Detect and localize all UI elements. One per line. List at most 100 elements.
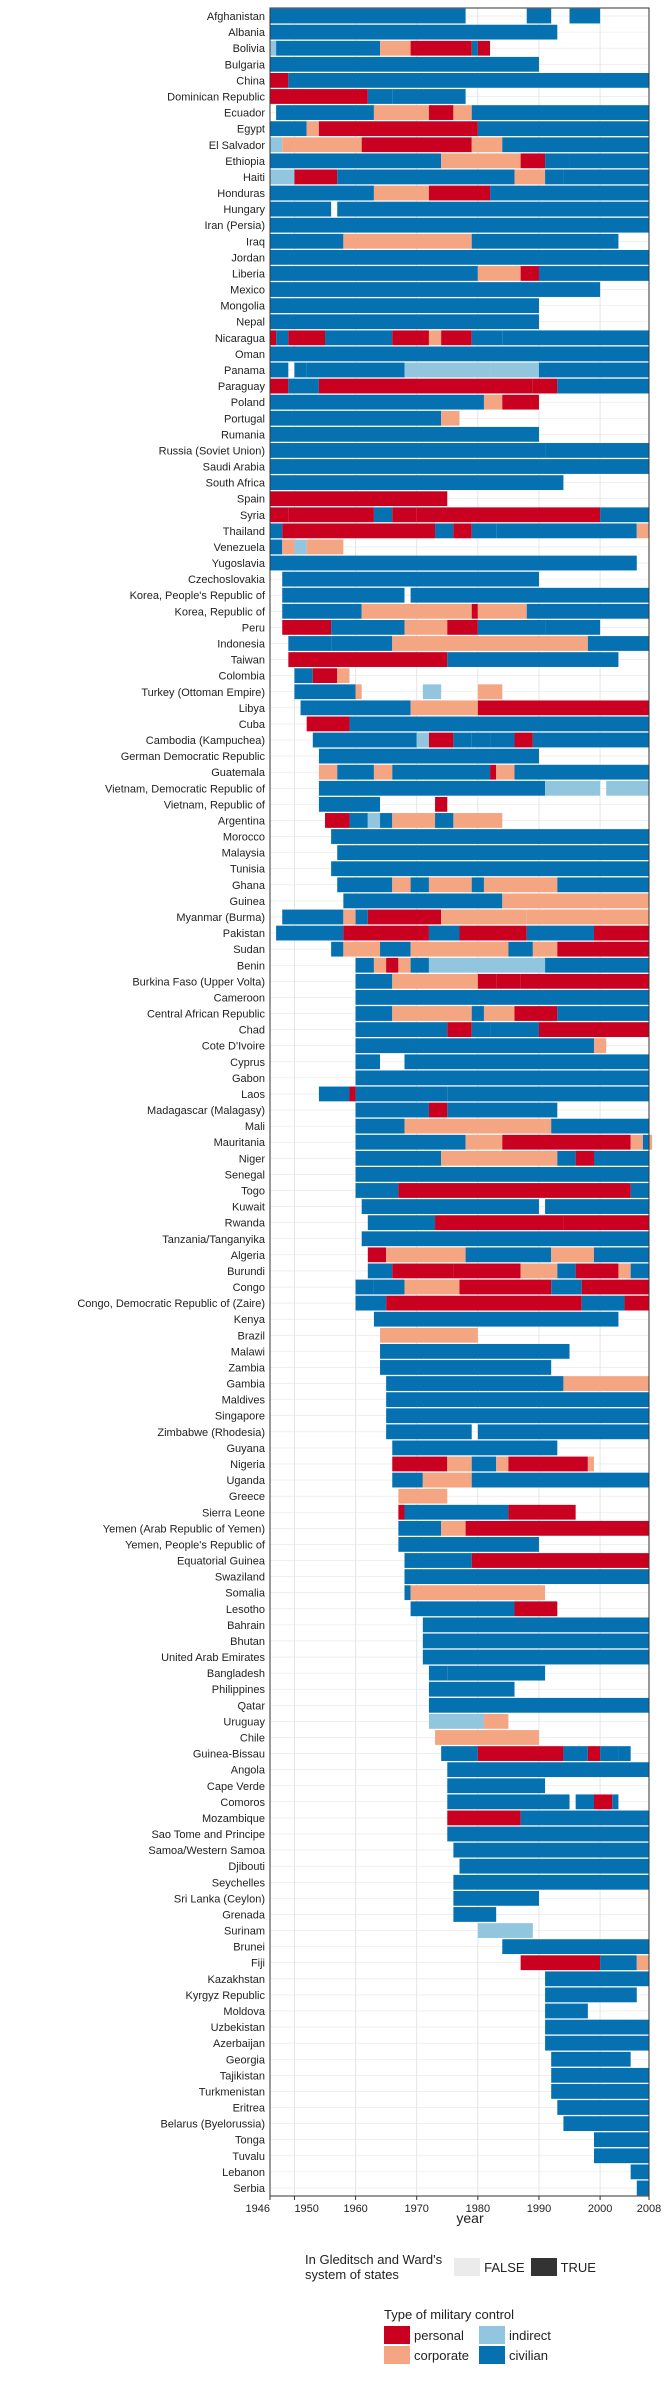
bar-argentina-corporate (453, 813, 503, 828)
country-label-cote-d-ivoire: Cote D'Ivoire (202, 1041, 265, 1053)
bar-togo-civilian (355, 1183, 399, 1198)
bar-afghanistan-civilian (270, 8, 466, 24)
bar-honduras-corporate (373, 185, 429, 201)
country-label-el-salvador: El Salvador (209, 140, 266, 152)
bar-albania-civilian (270, 24, 558, 40)
bar-algeria-corporate (551, 1247, 594, 1263)
country-label-malaysia: Malaysia (222, 848, 266, 860)
bar-niger-personal (575, 1150, 594, 1166)
country-label-thailand: Thailand (223, 526, 265, 538)
bar-benin-civilian (355, 957, 374, 973)
bar-tanzania-tanganyika-civilian (361, 1231, 649, 1247)
country-label-tonga: Tonga (235, 2135, 266, 2147)
bar-indonesia-civilian (331, 636, 393, 651)
bar-central-african-republic-civilian (557, 1006, 649, 1021)
bar-ethiopia-civilian (569, 153, 649, 169)
bar-ethiopia-civilian (545, 153, 570, 169)
country-label-german-democratic-republic: German Democratic Republic (121, 751, 266, 763)
bar-algeria-personal (367, 1247, 387, 1263)
bar-central-african-republic-civilian (471, 1006, 484, 1021)
bar-vietnam-democratic-republic-of-civilian (318, 780, 546, 796)
bar-panama-civilian (294, 362, 307, 378)
country-label-djibouti: Djibouti (228, 1861, 265, 1873)
x-tick-label-1950: 1950 (294, 2203, 318, 2215)
country-labels: Afghanistan Albania Bolivia Bulgaria China Do… (77, 11, 266, 2195)
country-label-libya: Libya (239, 703, 266, 715)
bar-central-african-republic-civilian (355, 1006, 393, 1021)
country-label-greece: Greece (229, 1491, 265, 1503)
bar-congo-civilian (551, 1279, 582, 1295)
bar-guatemala-corporate (496, 764, 515, 780)
country-label-cameroon: Cameroon (214, 992, 265, 1004)
bar-turkey-ottoman-empire-corporate (355, 684, 362, 700)
country-label-uzbekistan: Uzbekistan (211, 2022, 265, 2034)
country-label-eritrea: Eritrea (233, 2103, 266, 2115)
bar-venezuela-corporate (306, 539, 344, 555)
bar-congo-democratic-republic-of-zaire-civilian (355, 1295, 387, 1311)
country-label-colombia: Colombia (219, 671, 266, 683)
bar-sudan-civilian (380, 941, 411, 957)
bar-czechoslovakia-civilian (282, 571, 539, 587)
bar-pakistan-personal (459, 925, 527, 941)
bar-togo-personal (398, 1183, 631, 1198)
country-label-bhutan: Bhutan (230, 1636, 265, 1648)
bar-cambodia-kampuchea-civilian (532, 732, 649, 748)
legend-label-personal: personal (414, 2327, 464, 2343)
bar-ethiopia-corporate (441, 153, 521, 169)
bar-guyana-civilian (392, 1440, 558, 1456)
bar-central-african-republic-personal (514, 1006, 558, 1021)
bar-guatemala-civilian (337, 764, 374, 780)
bar-thailand-corporate (636, 523, 649, 539)
country-label-tanzania-tanganyika: Tanzania/Tanganyika (162, 1234, 266, 1246)
bar-yemen-people-s-republic-of-civilian (398, 1537, 539, 1552)
bar-korea-people-s-republic-of-civilian (282, 587, 405, 603)
country-label-uruguay: Uruguay (223, 1716, 265, 1728)
country-label-syria: Syria (240, 510, 266, 522)
bar-korea-republic-of-civilian (282, 603, 362, 619)
bar-nigeria-corporate (587, 1456, 594, 1472)
bar-algeria-civilian (465, 1247, 552, 1263)
bar-colombia-civilian (294, 668, 313, 684)
bar-afghanistan-civilian (569, 8, 601, 24)
bar-guinea-corporate (502, 893, 649, 909)
bar-nicaragua-personal (270, 330, 277, 346)
bar-laos-civilian (447, 1086, 649, 1102)
bar-mauritania-personal (502, 1134, 631, 1150)
bar-uganda-corporate (422, 1472, 472, 1488)
bar-ecuador-civilian (276, 105, 374, 120)
bar-madagascar-malagasy-personal (428, 1102, 448, 1118)
bar-guatemala-civilian (514, 764, 649, 780)
bar-sri-lanka-ceylon-civilian (453, 1890, 539, 1906)
country-label-fiji: Fiji (251, 1958, 265, 1970)
bar-ethiopia-personal (520, 153, 546, 169)
bar-nigeria-corporate (496, 1456, 509, 1472)
bar-guinea-bissau-civilian (441, 1746, 478, 1761)
country-label-singapore: Singapore (215, 1411, 265, 1423)
country-label-pakistan: Pakistan (223, 928, 265, 940)
bar-vietnam-republic-of-civilian (318, 796, 381, 812)
bar-djibouti-civilian (459, 1858, 649, 1874)
bar-liberia-personal (520, 266, 539, 281)
bar-myanmar-burma-civilian (282, 909, 344, 925)
country-label-spain: Spain (237, 494, 265, 506)
bar-cambodia-kampuchea-personal (514, 732, 533, 748)
bar-mali-corporate (404, 1118, 546, 1134)
bar-nicaragua-civilian (325, 330, 393, 346)
country-label-moldova: Moldova (223, 2006, 265, 2018)
bar-dominican-republic-personal (270, 89, 368, 104)
country-label-mauritania: Mauritania (214, 1137, 266, 1149)
x-axis-title: year (456, 2210, 484, 2226)
bar-pakistan-civilian (428, 925, 460, 941)
bar-colombia-corporate (337, 668, 350, 684)
legend-item-false: FALSE (454, 2258, 525, 2276)
legend-item-civilian: civilian (479, 2346, 568, 2364)
country-label-equatorial-guinea: Equatorial Guinea (177, 1556, 266, 1568)
bar-nepal-civilian (270, 314, 539, 330)
bar-myanmar-burma-personal (367, 909, 442, 925)
bar-peru-civilian (331, 619, 405, 635)
bar-surinam-indirect (477, 1923, 533, 1938)
bar-morocco-civilian (331, 829, 649, 844)
bar-afghanistan-civilian (526, 8, 552, 24)
country-label-serbia: Serbia (233, 2183, 266, 2195)
bar-rwanda-personal (563, 1215, 649, 1231)
